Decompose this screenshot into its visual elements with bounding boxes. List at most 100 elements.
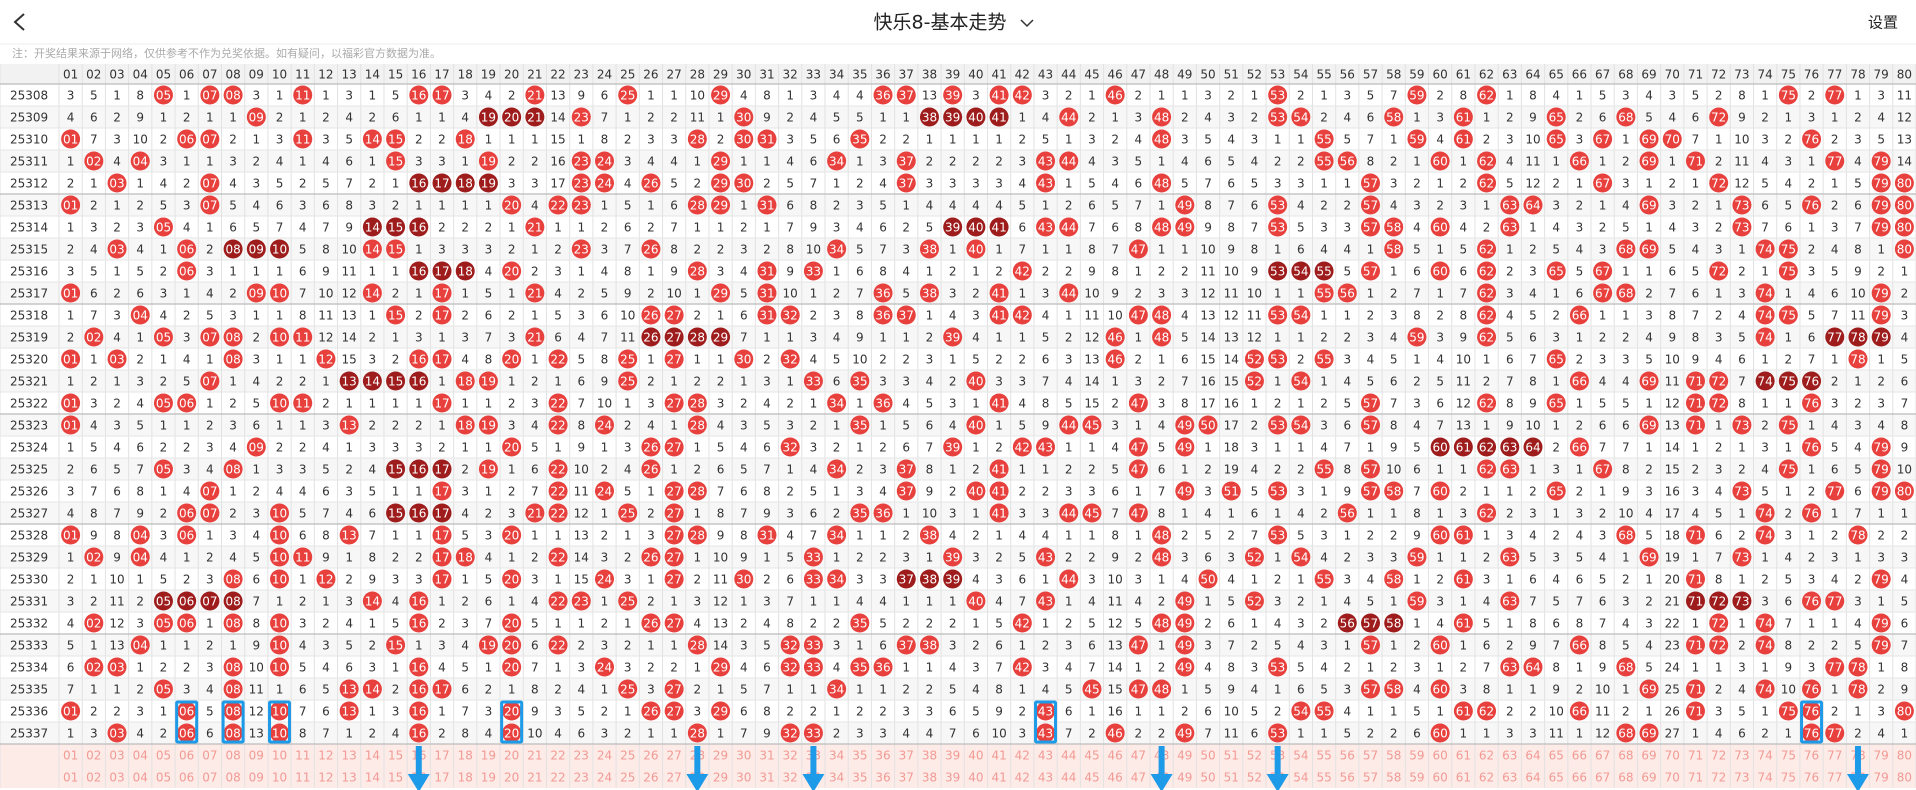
hit-ball — [966, 217, 986, 237]
miss-count: 10 — [783, 287, 798, 301]
miss-count: 7 — [1576, 595, 1584, 609]
miss-count: 4 — [113, 155, 121, 169]
settings-button[interactable]: 设置 — [1868, 14, 1898, 32]
miss-count: 2 — [694, 463, 702, 477]
miss-count: 2 — [879, 441, 887, 455]
hit-number: 66 — [1572, 155, 1587, 169]
miss-count: 2 — [1808, 485, 1816, 499]
hit-number: 44 — [1061, 111, 1076, 125]
miss-count: 2 — [1645, 463, 1653, 477]
miss-count: 1 — [299, 419, 307, 433]
miss-count: 1 — [1460, 595, 1468, 609]
miss-count: 4 — [299, 639, 307, 653]
miss-count: 3 — [1343, 683, 1351, 697]
column-label: 37 — [899, 68, 914, 82]
miss-count: 4 — [136, 727, 144, 741]
miss-count: 1 — [1320, 177, 1328, 191]
miss-count: 2 — [601, 705, 609, 719]
title-dropdown[interactable] — [1020, 19, 1034, 28]
miss-count: 1 — [1506, 243, 1514, 257]
hit-ball — [1639, 151, 1659, 171]
miss-count: 9 — [740, 551, 748, 565]
miss-count: 5 — [1088, 617, 1096, 631]
miss-count: 17 — [1224, 419, 1239, 433]
miss-count: 5 — [1181, 177, 1189, 191]
column-label: 22 — [550, 68, 565, 82]
miss-count: 3 — [276, 133, 284, 147]
miss-count: 5 — [1901, 595, 1909, 609]
hit-number: 74 — [1757, 375, 1772, 389]
footer-label: 46 — [1108, 771, 1123, 785]
column-label: 44 — [1061, 68, 1076, 82]
hit-ball — [1059, 107, 1079, 127]
miss-count: 10 — [1108, 573, 1123, 587]
miss-count: 9 — [1901, 683, 1909, 697]
miss-count: 27 — [1665, 727, 1680, 741]
miss-count: 1 — [183, 419, 191, 433]
hit-number: 75 — [1781, 243, 1796, 257]
miss-count: 4 — [229, 177, 237, 191]
miss-count: 1 — [392, 177, 400, 191]
hit-number: 60 — [1433, 441, 1448, 455]
miss-count: 3 — [717, 265, 725, 279]
hit-number: 14 — [365, 683, 380, 697]
back-button[interactable] — [13, 13, 25, 31]
page-title[interactable]: 快乐8-基本走势 — [874, 12, 1007, 34]
hit-number: 02 — [86, 551, 101, 565]
column-label: 32 — [783, 68, 798, 82]
column-label: 14 — [365, 68, 380, 82]
miss-count: 2 — [206, 243, 214, 257]
miss-count: 3 — [624, 441, 632, 455]
miss-count: 10 — [1224, 265, 1239, 279]
miss-count: 3 — [554, 265, 562, 279]
miss-count: 3 — [694, 595, 702, 609]
miss-count: 2 — [1297, 353, 1305, 367]
hit-number: 02 — [86, 155, 101, 169]
hit-number: 07 — [202, 133, 217, 147]
hit-number: 26 — [643, 243, 658, 257]
miss-count: 1 — [508, 221, 516, 235]
miss-count: 1 — [902, 111, 910, 125]
hit-ball — [502, 107, 522, 127]
hit-number: 53 — [1270, 529, 1285, 543]
miss-count: 2 — [1506, 705, 1514, 719]
miss-count: 1 — [902, 331, 910, 345]
hit-number: 27 — [666, 441, 681, 455]
miss-count: 3 — [1599, 529, 1607, 543]
miss-count: 1 — [1483, 727, 1491, 741]
miss-count: 6 — [90, 111, 98, 125]
miss-count: 6 — [601, 89, 609, 103]
miss-count: 1 — [1483, 419, 1491, 433]
miss-count: 7 — [1367, 133, 1375, 147]
footer-label: 36 — [875, 771, 890, 785]
hit-number: 37 — [899, 89, 914, 103]
miss-count: 1 — [1599, 199, 1607, 213]
miss-count: 2 — [833, 727, 841, 741]
miss-count: 1 — [1413, 617, 1421, 631]
miss-count: 1 — [438, 595, 446, 609]
miss-count: 2 — [1320, 111, 1328, 125]
miss-count: 6 — [206, 727, 214, 741]
miss-count: 3 — [1181, 551, 1189, 565]
hit-number: 20 — [504, 661, 519, 675]
miss-count: 3 — [1297, 177, 1305, 191]
miss-count: 3 — [577, 661, 585, 675]
miss-count: 3 — [67, 89, 75, 103]
miss-count: 7 — [299, 287, 307, 301]
miss-count: 1 — [1483, 353, 1491, 367]
miss-count: 6 — [252, 419, 260, 433]
issue-number: 25311 — [10, 155, 48, 169]
miss-count: 1 — [485, 661, 493, 675]
hit-number: 40 — [968, 243, 983, 257]
miss-count: 9 — [1599, 661, 1607, 675]
miss-count: 1 — [1367, 287, 1375, 301]
miss-count: 5 — [1599, 573, 1607, 587]
miss-count: 11 — [342, 265, 357, 279]
miss-count: 10 — [1084, 287, 1099, 301]
footer-label: 30 — [736, 771, 751, 785]
miss-count: 4 — [1343, 705, 1351, 719]
hit-number: 64 — [1525, 441, 1540, 455]
miss-count: 3 — [183, 199, 191, 213]
miss-count: 10 — [133, 133, 148, 147]
miss-count: 1 — [670, 639, 678, 653]
